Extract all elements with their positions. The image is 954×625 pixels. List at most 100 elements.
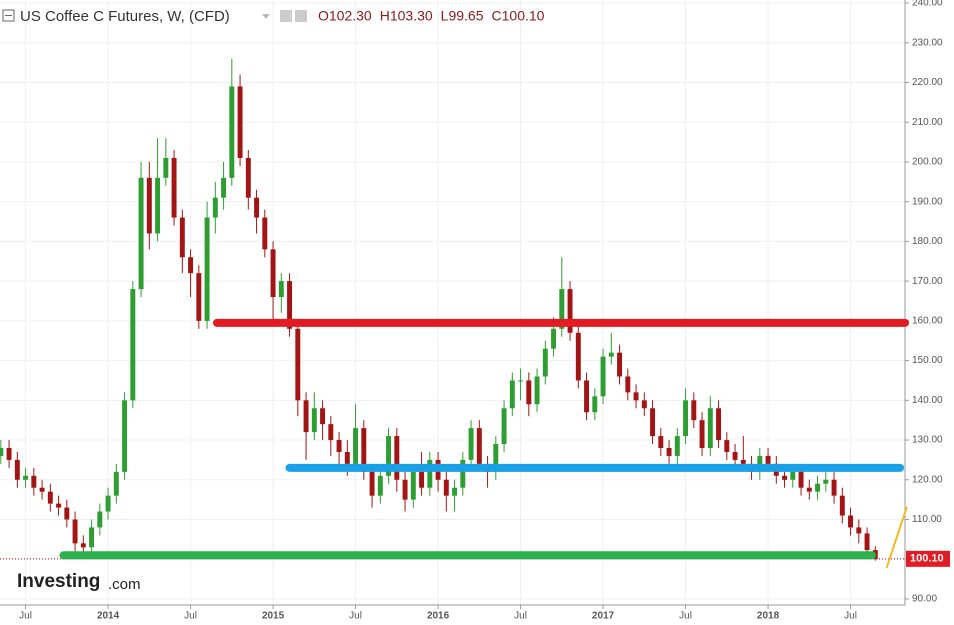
candle-body bbox=[39, 487, 45, 492]
x-tick-label: Jul bbox=[19, 611, 32, 622]
y-tick-label: 150.00 bbox=[912, 355, 943, 366]
candle-body bbox=[625, 376, 631, 393]
last-price-box bbox=[906, 550, 950, 567]
plot bbox=[0, 58, 909, 569]
candle-body bbox=[815, 483, 821, 492]
candle-body bbox=[64, 507, 70, 520]
x-tick-label: Jul bbox=[184, 611, 197, 622]
candle-body bbox=[245, 157, 251, 198]
y-tick-label: 240.00 bbox=[912, 0, 943, 9]
candle-body bbox=[311, 408, 317, 433]
candle-body bbox=[782, 475, 788, 480]
y-tick-label: 210.00 bbox=[912, 117, 943, 128]
candle-body bbox=[633, 392, 639, 401]
candle-body bbox=[344, 451, 350, 464]
x-tick-label: Jul bbox=[844, 611, 857, 622]
candle-body bbox=[724, 440, 730, 452]
x-tick-label: 2014 bbox=[97, 611, 120, 622]
ohlc-key: L bbox=[441, 8, 449, 24]
y-tick-label: 180.00 bbox=[912, 236, 943, 247]
candle-body bbox=[509, 380, 515, 409]
candle-body bbox=[287, 281, 293, 329]
x-tick-label: Jul bbox=[679, 611, 692, 622]
candle-body bbox=[575, 332, 581, 381]
ohlc-key: H bbox=[380, 8, 390, 24]
candle-body bbox=[551, 328, 557, 349]
y-tick-label: 190.00 bbox=[912, 196, 943, 207]
chart-title: US Coffee C Futures, W, (CFD) bbox=[20, 8, 230, 25]
candle-body bbox=[707, 408, 713, 448]
visibility-icon[interactable] bbox=[280, 10, 292, 22]
candle-body bbox=[806, 487, 812, 492]
y-tick-label: 220.00 bbox=[912, 77, 943, 88]
x-tick-label: 2016 bbox=[427, 611, 450, 622]
candle-body bbox=[666, 447, 672, 456]
candle-body bbox=[138, 177, 144, 290]
ohlc-key: C bbox=[492, 8, 502, 24]
settings-icon[interactable] bbox=[295, 10, 307, 22]
candle-body bbox=[377, 475, 383, 496]
candle-body bbox=[839, 495, 845, 516]
candle-body bbox=[790, 471, 796, 480]
x-tick-label: Jul bbox=[349, 611, 362, 622]
candle-body bbox=[278, 281, 284, 298]
candle-body bbox=[47, 491, 53, 504]
y-tick-label: 160.00 bbox=[912, 315, 943, 326]
candle-body bbox=[650, 408, 656, 437]
candle-body bbox=[699, 420, 705, 448]
candle-body bbox=[410, 471, 416, 500]
candle-body bbox=[856, 527, 862, 534]
candle-body bbox=[369, 471, 375, 496]
candle-body bbox=[394, 436, 400, 480]
candle-body bbox=[295, 328, 301, 401]
candle-body bbox=[80, 543, 86, 548]
candle-body bbox=[658, 436, 664, 448]
candle-body bbox=[303, 400, 309, 433]
candle-body bbox=[641, 400, 647, 409]
candle-body bbox=[683, 400, 689, 437]
logo-name: Investing bbox=[17, 571, 100, 592]
candle-body bbox=[732, 451, 738, 460]
trend-line bbox=[885, 506, 908, 569]
y-tick-label: 90.00 bbox=[912, 594, 937, 605]
candle-body bbox=[229, 86, 235, 178]
candle-body bbox=[212, 197, 218, 218]
candle-body bbox=[518, 380, 524, 382]
y-tick-label: 120.00 bbox=[912, 474, 943, 485]
candle-body bbox=[567, 289, 573, 333]
candle-body bbox=[468, 428, 474, 460]
candle-body bbox=[427, 459, 433, 488]
y-tick-label: 200.00 bbox=[912, 157, 943, 168]
ohlc-value: 102.30 bbox=[329, 8, 372, 24]
candle-body bbox=[105, 495, 111, 512]
candle-body bbox=[254, 197, 260, 218]
header: US Coffee C Futures, W, (CFD) O 102.30 H 10… bbox=[2, 8, 545, 25]
ohlc-key: O bbox=[318, 8, 329, 24]
candle-body bbox=[419, 471, 425, 488]
candle-body bbox=[386, 436, 392, 476]
collapse-icon[interactable] bbox=[2, 9, 15, 22]
candle-body bbox=[402, 479, 408, 500]
candle-body bbox=[460, 459, 466, 488]
candle-body bbox=[600, 356, 606, 397]
candle-body bbox=[328, 424, 334, 441]
x-tick-label: 2017 bbox=[592, 611, 615, 622]
y-tick-label: 230.00 bbox=[912, 37, 943, 48]
candle-body bbox=[72, 519, 78, 544]
candle-body bbox=[0, 447, 4, 456]
candle-body bbox=[798, 471, 804, 488]
candle-body bbox=[163, 157, 169, 178]
candle-body bbox=[452, 487, 458, 496]
y-tick-label: 170.00 bbox=[912, 276, 943, 287]
candle-body bbox=[823, 479, 829, 484]
candle-body bbox=[353, 428, 359, 464]
candle-body bbox=[146, 177, 152, 234]
x-tick-label: 2018 bbox=[757, 611, 780, 622]
candle-body bbox=[608, 352, 614, 357]
candle-body bbox=[196, 273, 202, 321]
dropdown-icon[interactable] bbox=[262, 14, 270, 19]
logo-suffix: .com bbox=[108, 576, 141, 593]
candle-body bbox=[89, 527, 95, 548]
